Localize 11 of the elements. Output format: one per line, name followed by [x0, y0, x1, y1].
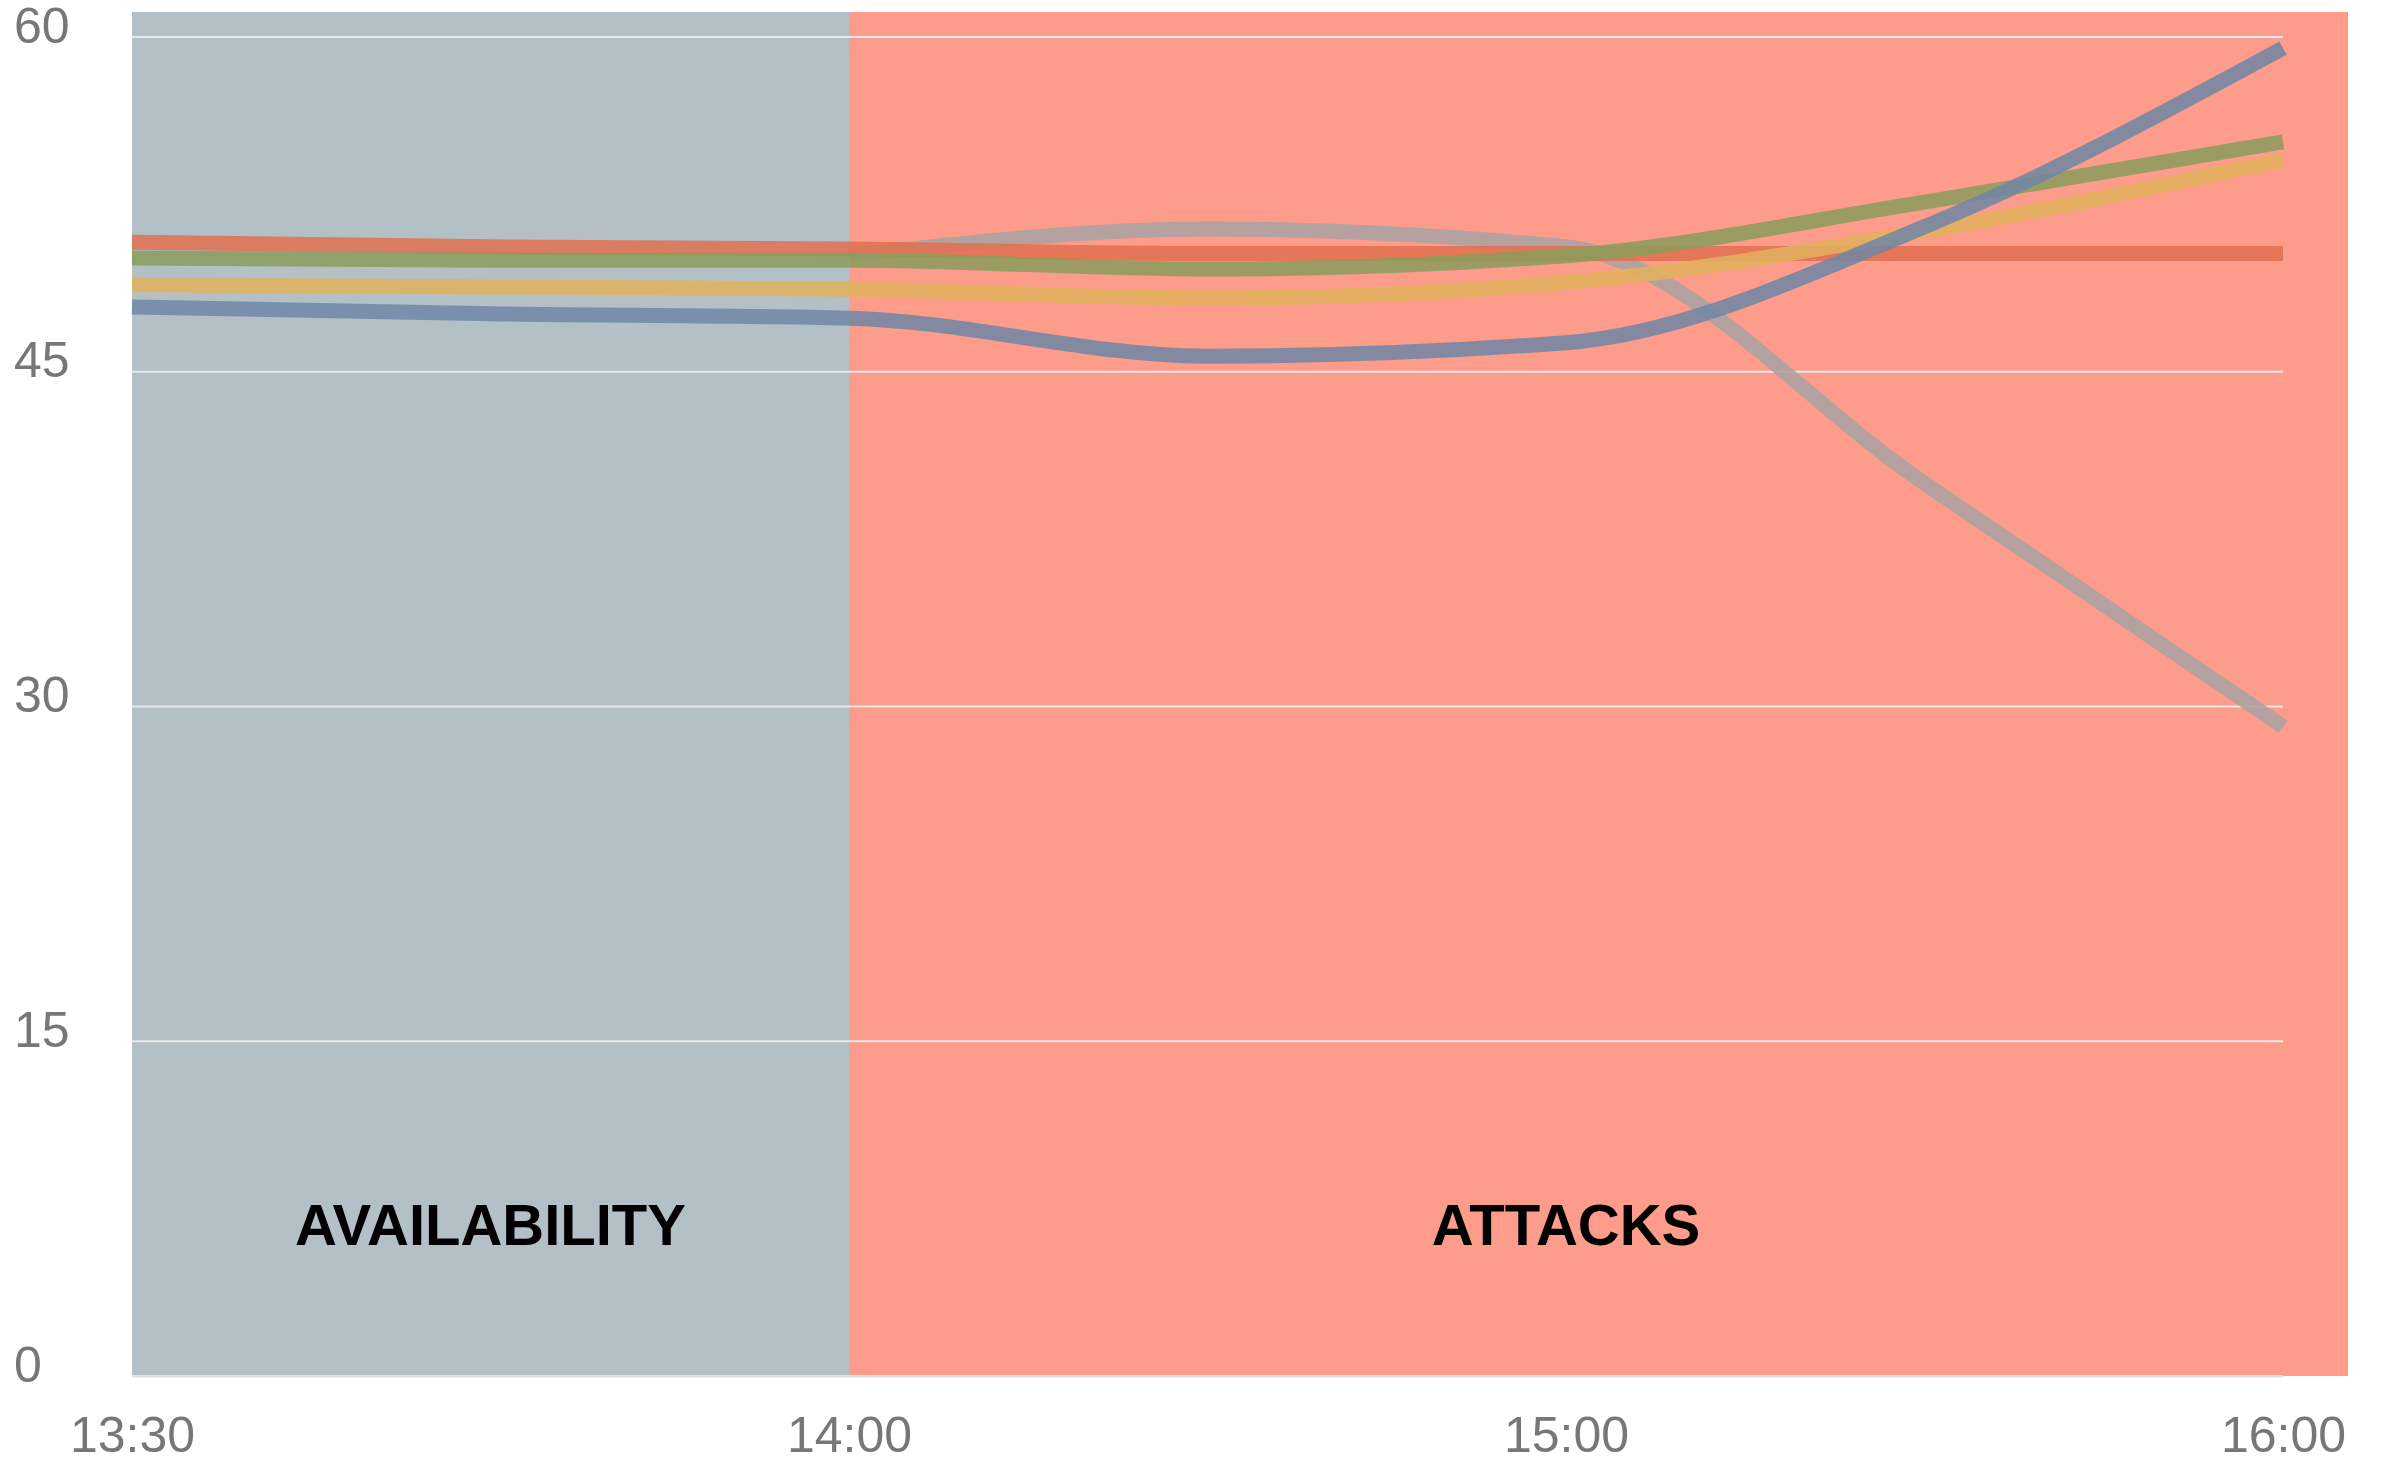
x-tick-label: 14:00 [786, 1406, 913, 1463]
x-tick-label: 15:00 [1503, 1406, 1630, 1463]
y-tick-label: 45 [14, 332, 70, 389]
y-tick-label: 15 [14, 1001, 70, 1058]
y-tick-label: 30 [14, 667, 70, 723]
band-label: ATTACKS [1431, 1192, 1701, 1257]
y-tick-label: 60 [14, 0, 70, 54]
x-tick-label: 16:00 [2220, 1406, 2347, 1463]
y-tick-label: 0 [14, 1336, 42, 1393]
x-tick-label: 13:30 [69, 1406, 196, 1463]
band-label: AVAILABILITY [295, 1192, 686, 1257]
